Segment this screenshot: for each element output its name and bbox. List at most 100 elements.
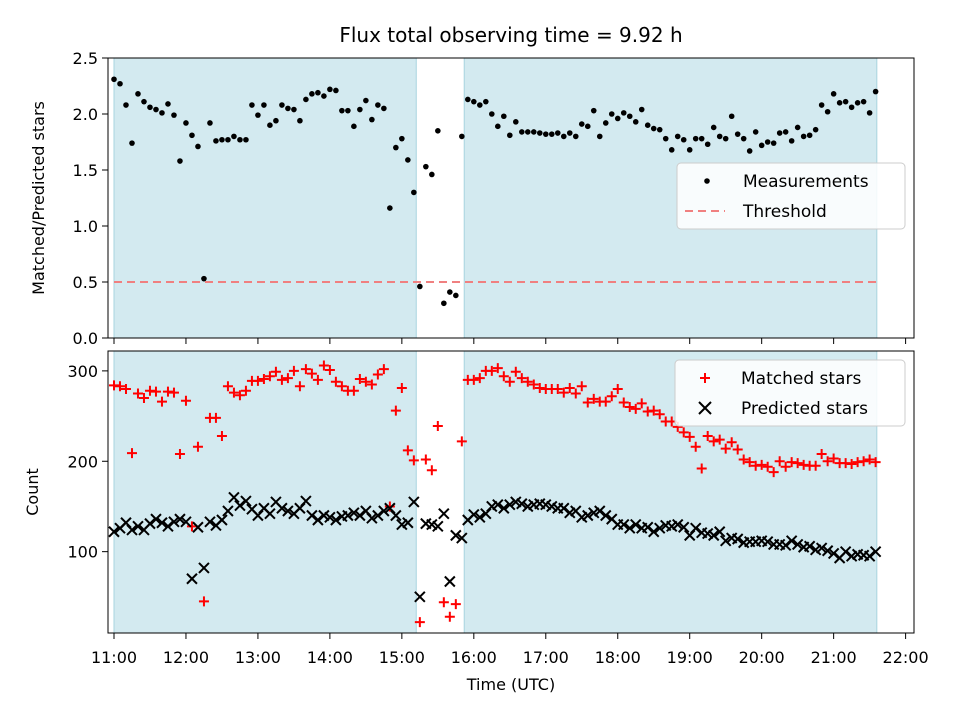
measurement-point: [842, 98, 849, 105]
predicted-star-point: [240, 495, 252, 507]
measurement-point: [219, 136, 225, 143]
measurement-point: [560, 133, 567, 140]
y-tick-label: 2.0: [73, 105, 98, 124]
predicted-star-point: [156, 517, 168, 529]
measurement-point: [279, 102, 285, 108]
matched-star-point: [198, 596, 209, 607]
matched-star-point: [522, 376, 533, 387]
predicted-star-point: [648, 526, 660, 538]
measurement-point: [584, 123, 591, 130]
matched-star-point: [300, 364, 311, 375]
observing-window: [113, 350, 417, 634]
predicted-star-point: [839, 545, 852, 558]
measurement-point: [465, 96, 471, 103]
measurement-point: [111, 76, 117, 83]
matched-star-point: [252, 375, 263, 386]
predicted-star-point: [222, 505, 234, 517]
measurement-point: [686, 147, 693, 153]
measurement-point: [123, 102, 129, 108]
predicted-star-point: [444, 575, 456, 588]
matched-star-point: [420, 454, 431, 465]
predicted-star-point: [654, 522, 666, 534]
matched-star-point: [294, 381, 305, 392]
predicted-star-point: [108, 526, 120, 538]
matched-star-point: [210, 412, 221, 423]
matched-star-point: [564, 383, 575, 394]
y-tick-label: 1.0: [73, 217, 98, 236]
predicted-star-point: [342, 509, 354, 522]
predicted-star-point: [869, 545, 882, 558]
measurement-point: [225, 136, 231, 143]
measurement-point: [662, 135, 669, 142]
matched-star-point: [690, 441, 701, 452]
matched-star-point: [792, 458, 803, 469]
matched-star-point: [378, 364, 389, 375]
predicted-star-point: [312, 514, 324, 526]
matched-star-point: [492, 363, 503, 374]
matched-star-point: [474, 373, 485, 384]
matched-star-point: [432, 421, 443, 432]
legend-label: Threshold: [742, 202, 827, 222]
measurement-point: [183, 120, 189, 126]
measurement-point: [632, 119, 639, 125]
measurement-point: [423, 163, 429, 170]
measurement-point: [548, 131, 555, 137]
measurement-point: [608, 111, 615, 117]
measurement-point: [417, 283, 423, 290]
matched-star-point: [582, 397, 593, 408]
measurement-point: [201, 275, 207, 282]
predicted-star-point: [468, 508, 480, 521]
measurement-point: [189, 132, 195, 139]
matched-star-point: [702, 430, 713, 441]
matched-star-point: [768, 467, 779, 478]
predicted-star-point: [450, 529, 462, 542]
legend-dot-icon: [704, 178, 710, 184]
measurement-point: [788, 138, 795, 144]
measurement-point: [704, 141, 711, 148]
measurement-point: [303, 96, 309, 103]
measurement-point: [596, 133, 603, 140]
matched-star-point: [774, 456, 785, 467]
predicted-star-point: [414, 591, 426, 603]
predicted-star-point: [282, 505, 294, 517]
matched-star-point: [402, 445, 413, 456]
predicted-star-point: [498, 502, 510, 514]
measurement-point: [393, 144, 399, 151]
matched-star-point: [822, 456, 833, 467]
matched-star-point: [414, 617, 425, 628]
measurement-point: [483, 98, 489, 105]
predicted-star-point: [378, 505, 390, 517]
measurement-point: [848, 104, 855, 111]
matched-star-point: [510, 366, 521, 377]
matched-star-point: [630, 403, 641, 414]
legend-label: Predicted stars: [741, 399, 868, 419]
measurement-point: [231, 133, 237, 140]
measurement-point: [656, 126, 663, 133]
chart-title: Flux total observing time = 9.92 h: [339, 23, 682, 47]
matched-star-point: [828, 453, 839, 464]
matched-star-point: [678, 427, 689, 438]
legend-box: [676, 162, 906, 230]
legend-label: Measurements: [743, 172, 869, 192]
matched-star-point: [324, 364, 335, 375]
matched-star-point: [756, 459, 767, 470]
measurement-point: [471, 98, 477, 105]
predicted-star-point: [761, 536, 774, 548]
matched-star-point: [528, 379, 539, 390]
measurement-point: [495, 123, 501, 130]
matched-star-point: [174, 449, 185, 460]
measurement-point: [501, 113, 507, 120]
predicted-star-point: [779, 539, 792, 552]
matched-star-point: [570, 388, 581, 399]
measurement-point: [566, 130, 573, 136]
measurement-point: [830, 91, 837, 97]
matched-star-point: [858, 456, 869, 467]
measurement-point: [381, 105, 387, 112]
x-tick-label: 19:00: [667, 648, 713, 667]
x-axis-label: Time (UTC): [466, 675, 555, 694]
y-tick-label: 200: [67, 452, 98, 471]
predicted-star-point: [456, 532, 468, 544]
matched-star-point: [138, 393, 149, 403]
predicted-star-point: [330, 514, 342, 526]
predicted-star-point: [300, 495, 312, 507]
